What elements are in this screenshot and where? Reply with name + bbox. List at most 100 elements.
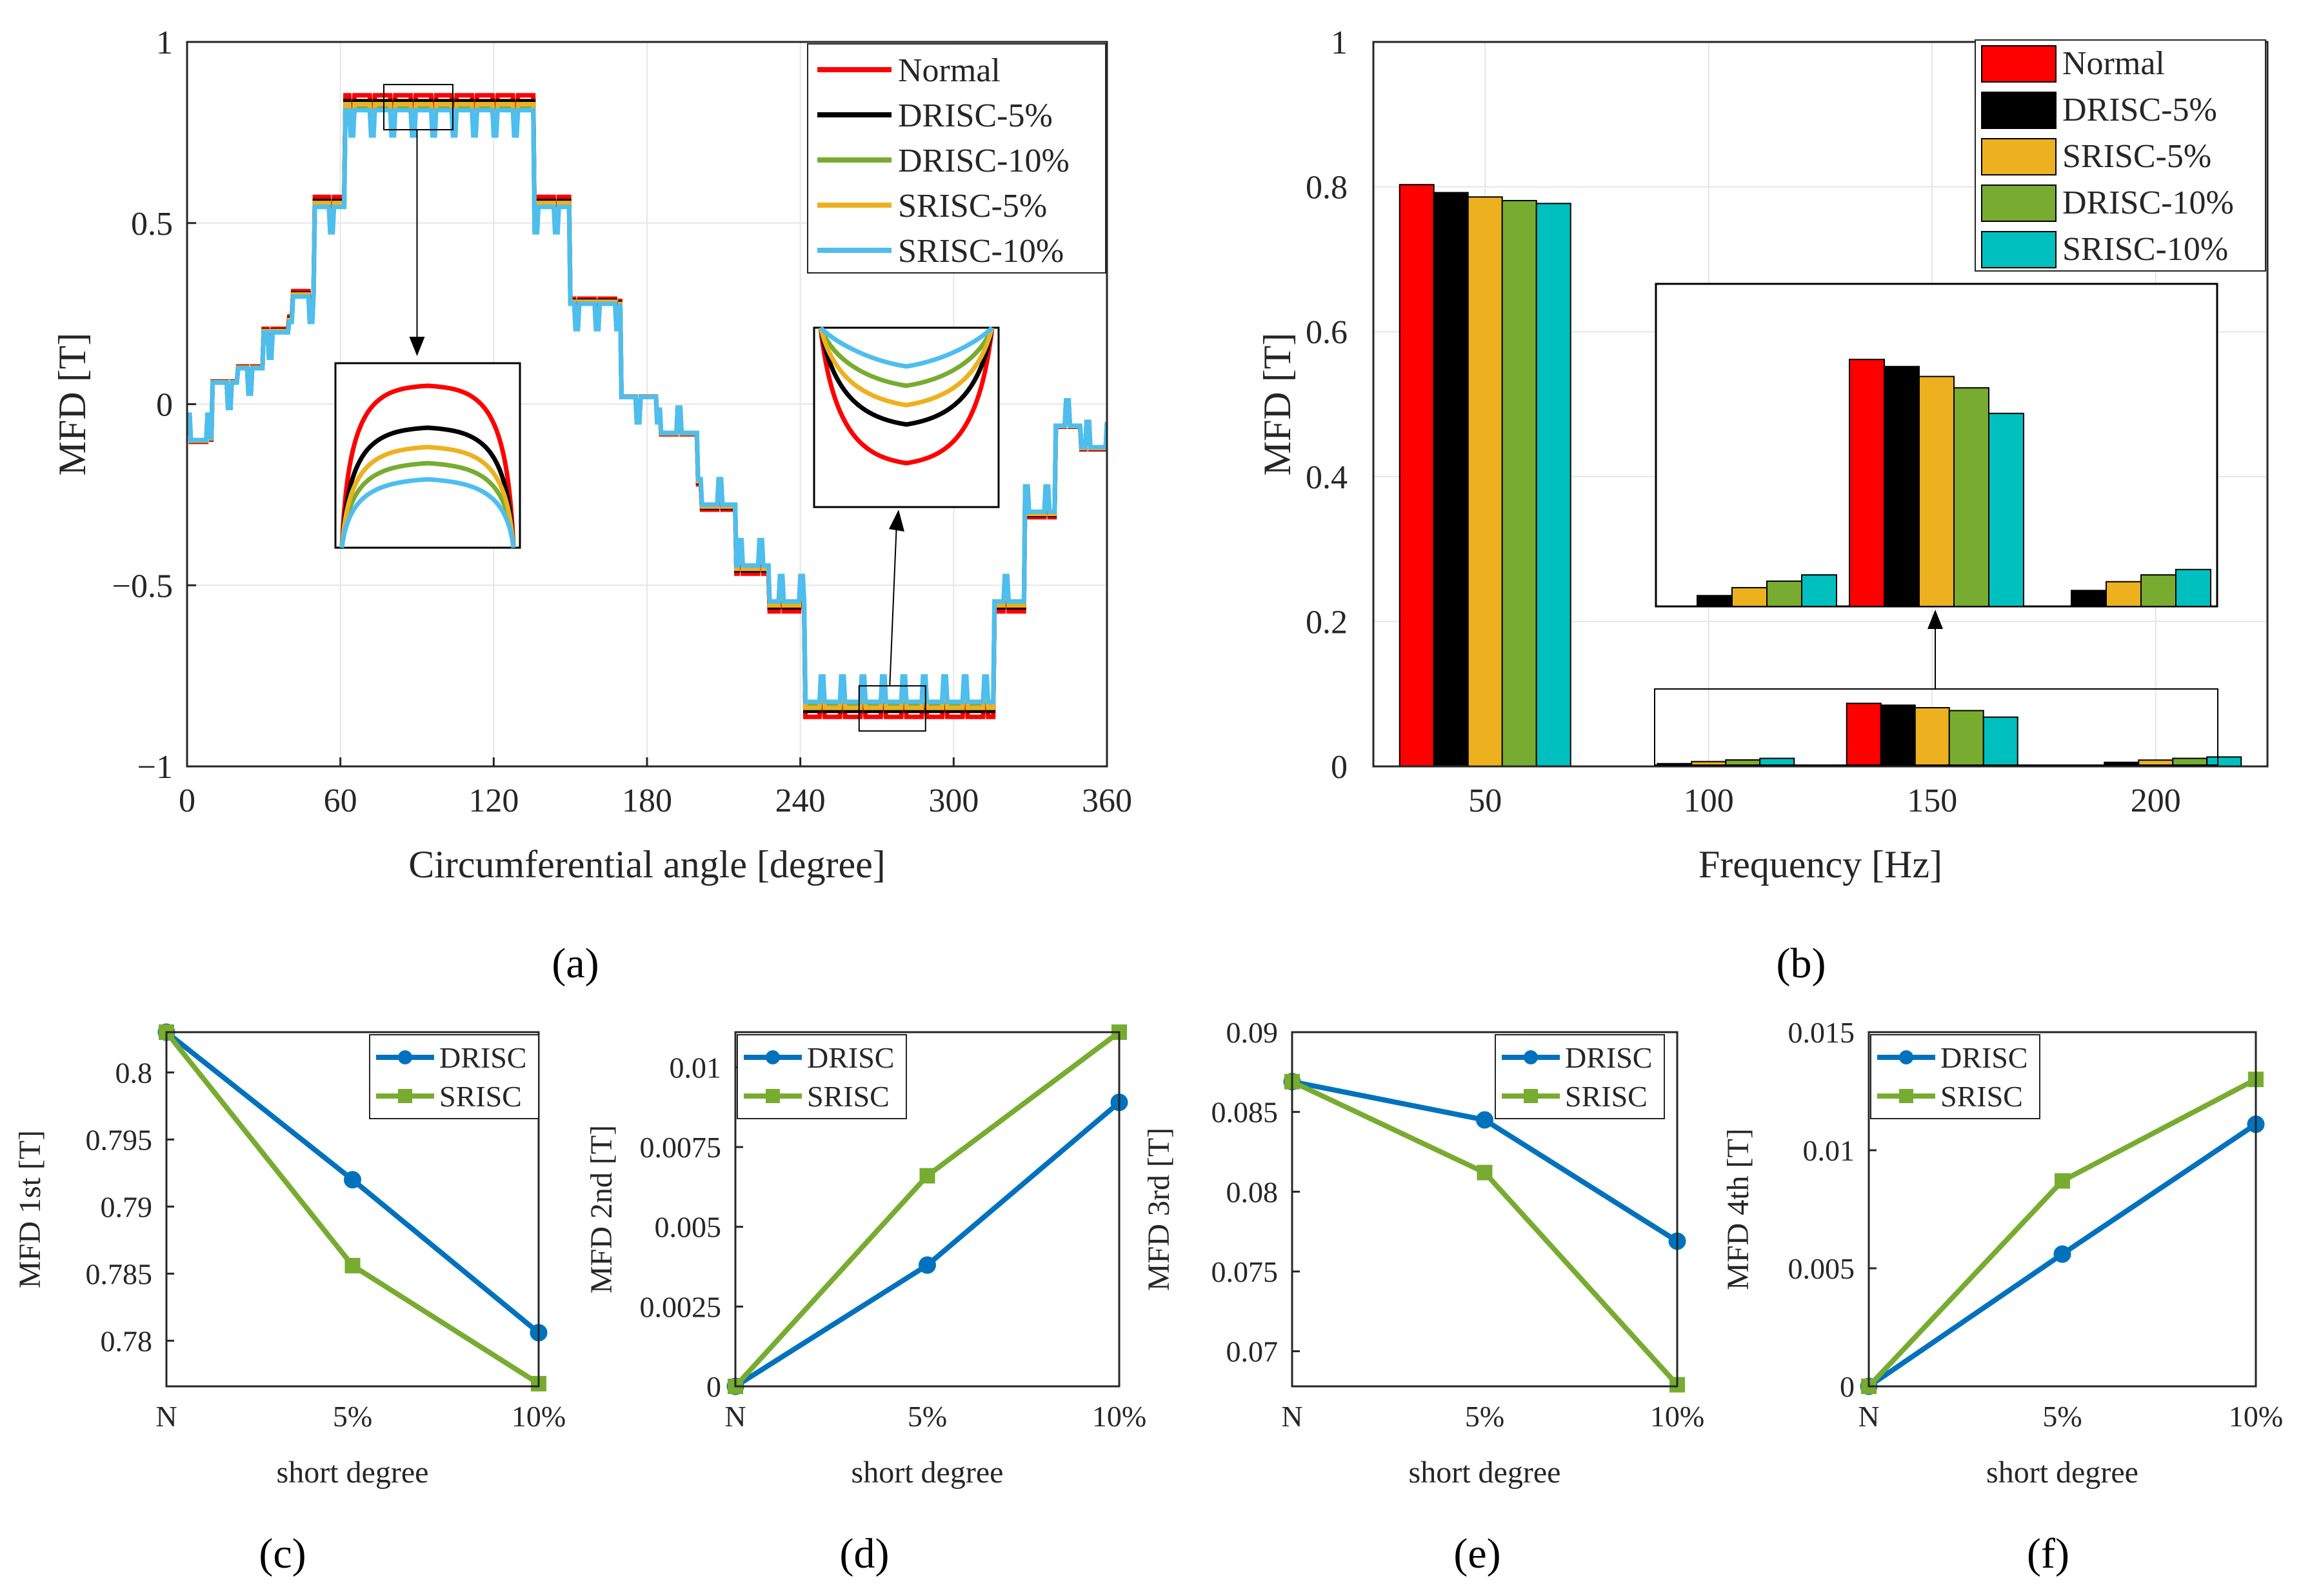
marker-drisc (2053, 1245, 2071, 1263)
legend-label: SRISC (1565, 1080, 1648, 1113)
x-tick-label: 100 (1684, 783, 1734, 819)
legend-marker (1899, 1050, 1913, 1064)
axes-frame-f (1868, 1031, 2257, 1388)
inset-bar (1697, 595, 1733, 608)
legend-label: Normal (898, 52, 1001, 89)
x-tick-label: 10% (1092, 1400, 1146, 1433)
series-line-drisc (733, 1100, 1121, 1389)
inset-bar (2140, 574, 2176, 607)
y-tick-label: −0.5 (112, 568, 173, 604)
zoom-box-peak (383, 84, 453, 131)
marker-drisc (1476, 1111, 1493, 1129)
x-tick-label: 5% (908, 1400, 947, 1433)
legend-d (737, 1034, 907, 1119)
y-axis-label: MFD 3rd [T] (1142, 1128, 1176, 1291)
x-tick-label: 5% (333, 1400, 372, 1433)
series-line-srisc (1867, 1077, 2257, 1388)
panel-label-e: (e) (1453, 1530, 1500, 1577)
inset-peak-curve (339, 444, 516, 548)
inset-bar (1766, 580, 1802, 608)
inset-peak-curve (339, 425, 516, 548)
y-tick-label: 0.08 (1226, 1175, 1279, 1208)
y-tick-label: 0.8 (1306, 170, 1348, 206)
inset-trough-curve (818, 327, 995, 408)
legend-label: SRISC (439, 1080, 522, 1113)
y-tick-label: 0.005 (1788, 1252, 1855, 1285)
y-axis-label: MFD 4th [T] (1721, 1128, 1755, 1290)
inset-peak (334, 362, 521, 549)
legend-label: DRISC-10% (898, 143, 1070, 179)
legend-label: Normal (2062, 45, 2165, 82)
y-tick-label: 0.0075 (640, 1131, 722, 1164)
y-tick-label: 0.2 (1306, 604, 1348, 641)
inset-trough-curve (819, 326, 994, 369)
x-tick-label: 10% (1650, 1400, 1704, 1433)
inset-bar (2106, 581, 2142, 607)
y-axis-label: MFD [T] (1256, 333, 1299, 476)
x-tick-label: 300 (928, 783, 979, 819)
legend-label: DRISC-5% (898, 97, 1053, 134)
inset-bar (1801, 574, 1837, 607)
y-tick-label: 0.795 (86, 1123, 153, 1156)
bar-normal-150 (1846, 703, 1882, 767)
y-axis-label: MFD 1st [T] (13, 1130, 47, 1288)
panel-label-b: (b) (1777, 940, 1826, 987)
x-tick-label: N (155, 1400, 177, 1433)
legend-c (369, 1034, 539, 1119)
legend-label: DRISC (1565, 1041, 1652, 1074)
y-tick-label: 0.8 (115, 1056, 153, 1089)
x-tick-label: 60 (324, 783, 357, 819)
legend-marker (1524, 1089, 1538, 1103)
legend-label: DRISC-5% (2062, 92, 2217, 128)
axes-frame-c (165, 1031, 540, 1388)
legend-label: DRISC-10% (2062, 185, 2234, 221)
panel-c: 0.8 0.795 0.79 0.785 0.78 N 5% 10% DRISC SRISC MFD… (13, 1023, 566, 1577)
y-tick-label: 0.015 (1788, 1016, 1855, 1049)
x-tick-label: 0 (179, 783, 195, 819)
inset-trough-curve (818, 327, 995, 466)
x-tick-label: 360 (1082, 783, 1132, 819)
marker-drisc (919, 1256, 936, 1274)
x-axis-label: Circumferential angle [degree] (408, 843, 886, 886)
legend-marker (398, 1050, 412, 1064)
bar-srisc-5%-50 (1467, 196, 1503, 767)
inset-bar (1918, 375, 1955, 607)
y-tick-label: 0 (706, 1370, 721, 1403)
inset-bar (1988, 412, 2024, 607)
panel-label-f: (f) (2027, 1530, 2069, 1577)
y-axis-label: MFD [T] (51, 333, 94, 476)
bar-normal-50 (1399, 184, 1435, 767)
marker-srisc (344, 1257, 361, 1273)
series-line-srisc-10% (187, 108, 1107, 704)
axes-frame-d (734, 1031, 1121, 1388)
zoom-box-trough (858, 685, 926, 732)
axes-frame-e (1291, 1031, 1678, 1388)
y-tick-label: 1 (1331, 25, 1348, 61)
bar-srisc-10%-150 (1982, 716, 2018, 767)
y-tick-label: 0.005 (655, 1211, 722, 1244)
y-tick-label: 0.5 (131, 206, 173, 243)
bar-srisc-10%-50 (1535, 203, 1571, 767)
x-tick-label: 10% (2229, 1400, 2283, 1433)
legend-label: SRISC (807, 1080, 890, 1113)
inset-bar (1849, 359, 1885, 607)
inset-bar (1731, 586, 1768, 608)
x-tick-label: 5% (1465, 1400, 1504, 1433)
arrow-head-icon (889, 510, 904, 532)
x-tick-label: N (724, 1400, 746, 1433)
legend-label: SRISC-5% (2062, 138, 2211, 175)
legend-label: DRISC (807, 1041, 894, 1074)
y-tick-label: 0.0025 (640, 1290, 722, 1323)
x-axis-label: short degree (1409, 1455, 1561, 1490)
x-tick-label: N (1858, 1400, 1879, 1433)
x-tick-label: 120 (468, 783, 519, 819)
inset-peak-curve (339, 477, 516, 548)
y-tick-label: 0.09 (1226, 1016, 1279, 1049)
axes-frame-a (186, 41, 1108, 768)
y-tick-label: 0.07 (1226, 1335, 1279, 1368)
bar-drisc-10%-150 (1948, 710, 1984, 768)
axes-frame-b (1372, 41, 2269, 768)
y-tick-label: 0.78 (101, 1324, 153, 1357)
